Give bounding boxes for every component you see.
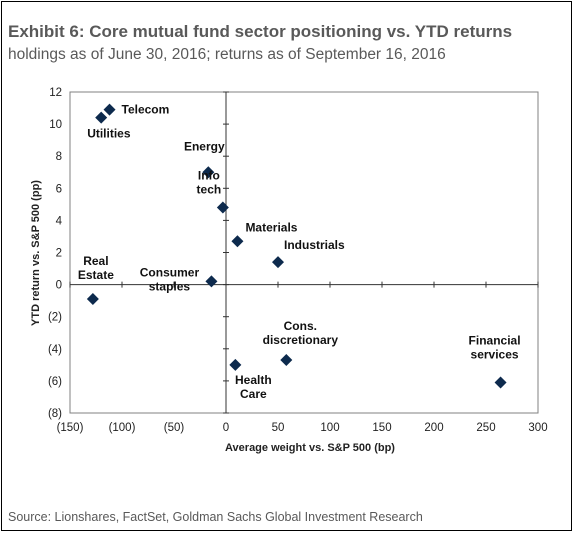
point-label: Consumer	[140, 265, 200, 279]
point-label: Real	[83, 254, 108, 268]
data-point	[216, 201, 229, 214]
data-point	[95, 111, 108, 124]
y-tick-label: (8)	[48, 408, 62, 420]
y-tick-label: (4)	[48, 344, 62, 356]
point-label: Financial	[469, 334, 521, 348]
data-point	[205, 275, 218, 288]
y-tick-label: 8	[56, 151, 62, 163]
data-point	[280, 354, 293, 367]
point-label: Materials	[245, 220, 297, 234]
y-tick-label: 0	[56, 280, 62, 292]
point-label: Info	[198, 169, 220, 183]
data-point	[103, 103, 116, 116]
x-tick-label: 50	[272, 422, 285, 434]
data-point	[231, 235, 244, 248]
point-label: staples	[149, 279, 191, 293]
x-tick-label: 100	[320, 422, 339, 434]
x-tick-label: (100)	[109, 422, 136, 434]
x-tick-label: 0	[223, 422, 229, 434]
point-label: Utilities	[87, 127, 131, 141]
data-point	[229, 358, 242, 371]
x-tick-label: (150)	[57, 422, 84, 434]
x-tick-label: 250	[476, 422, 495, 434]
x-tick-label: 200	[424, 422, 443, 434]
axes	[69, 91, 539, 414]
y-tick-label: (6)	[48, 376, 62, 388]
data-point	[202, 166, 215, 179]
data-point	[86, 293, 99, 306]
x-axis-title: Average weight vs. S&P 500 (bp)	[225, 442, 395, 454]
y-tick-label: 6	[56, 183, 62, 195]
data-point	[494, 376, 507, 389]
point-label: Health	[235, 373, 272, 387]
x-tick-label: 150	[372, 422, 391, 434]
plot-area	[69, 91, 539, 414]
y-axis-title: YTD return vs. S&P 500 (pp)	[30, 180, 42, 326]
y-tick-label: 12	[49, 87, 62, 99]
point-label: discretionary	[263, 333, 339, 347]
point-label: Telecom	[122, 103, 170, 117]
data-points	[86, 103, 507, 389]
x-tick-label: (50)	[164, 422, 185, 434]
chart-subtitle: holdings as of June 30, 2016; returns as…	[8, 46, 446, 63]
point-label: tech	[197, 183, 222, 197]
point-label: Cons.	[284, 319, 317, 333]
chart-title: Exhibit 6: Core mutual fund sector posit…	[8, 22, 513, 41]
point-label: Industrials	[284, 238, 345, 252]
source-note: Source: Lionshares, FactSet, Goldman Sac…	[8, 510, 423, 524]
point-label: Care	[240, 387, 267, 401]
point-label: services	[471, 348, 519, 362]
y-tick-label: (2)	[48, 312, 62, 324]
y-tick-label: 10	[49, 119, 62, 131]
y-tick-label: 2	[56, 248, 62, 260]
data-point	[272, 256, 284, 269]
x-tick-label: 300	[528, 422, 547, 434]
tick-labels: (150) (100) (50) 0 50 100 150 200 250 300(8)(6)(4…	[48, 87, 548, 434]
y-tick-label: 4	[56, 215, 63, 227]
point-label: Estate	[78, 268, 114, 282]
point-label: Energy	[184, 139, 225, 153]
